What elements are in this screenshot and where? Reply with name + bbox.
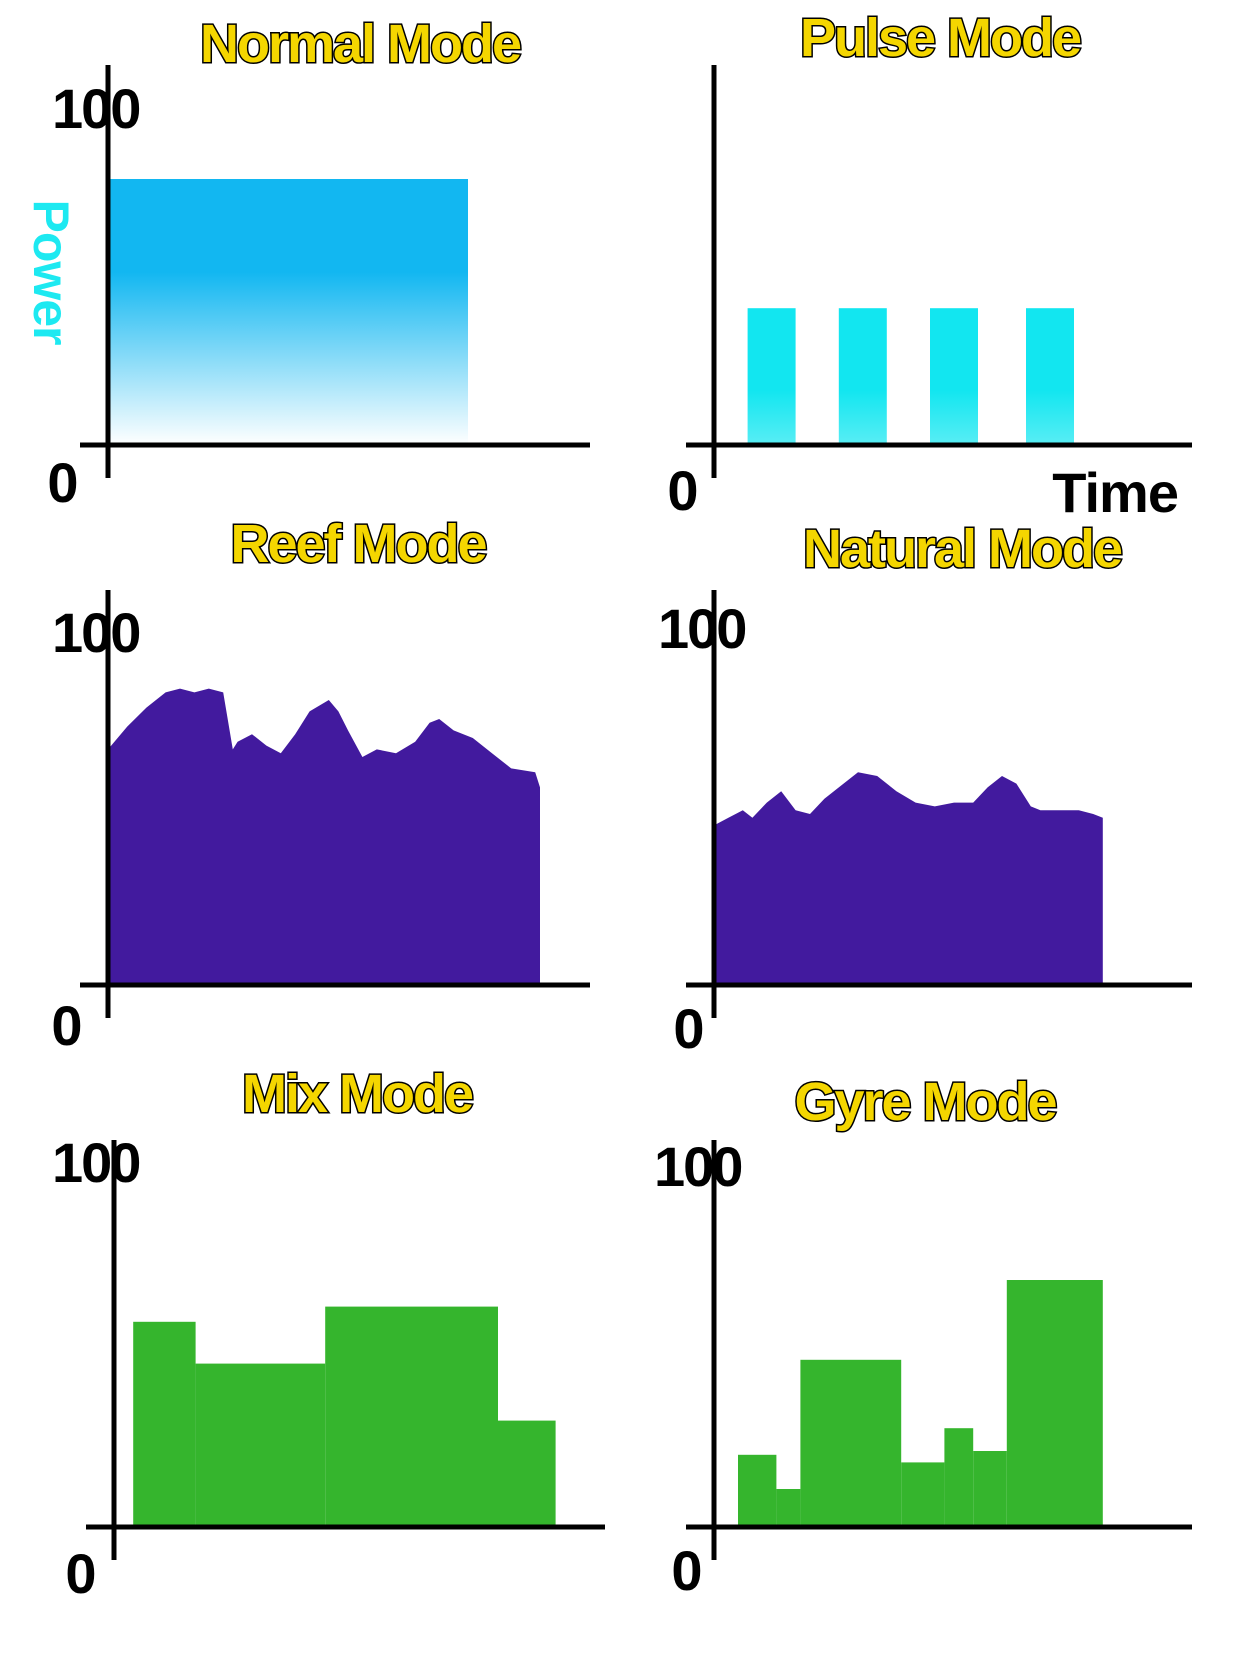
- pulse-mode-bar-3: [930, 308, 978, 445]
- mix-mode-bar-3: [325, 1306, 498, 1527]
- mix-mode-bar-4: [498, 1420, 556, 1527]
- gyre-mode-title: Gyre Mode: [794, 1072, 1056, 1132]
- gyre-mode-bar-3: [800, 1359, 902, 1527]
- pulse-mode-x-label: Time: [1052, 461, 1178, 524]
- mix-mode-chart: Mix Mode 0 100: [52, 1063, 605, 1605]
- pulse-mode-chart: Pulse Mode 0 Time: [667, 7, 1192, 524]
- pulse-mode-title: Pulse Mode: [800, 8, 1081, 68]
- pulse-mode-bar-4: [1026, 308, 1074, 445]
- reef-mode-area: [108, 688, 540, 985]
- normal-mode-tick-0: 0: [47, 451, 76, 514]
- gyre-mode-bar-1: [738, 1454, 777, 1527]
- mix-mode-bar-2: [195, 1363, 326, 1527]
- reef-mode-title: Reef Mode: [230, 514, 486, 574]
- natural-mode-title: Natural Mode: [803, 519, 1122, 579]
- gyre-mode-bar-7: [1006, 1280, 1103, 1527]
- gyre-mode-tick-0: 0: [671, 1539, 700, 1602]
- reef-mode-tick-0: 0: [51, 994, 80, 1057]
- gyre-mode-bar-5: [944, 1428, 974, 1527]
- natural-mode-chart: Natural Mode 0 100: [658, 518, 1192, 1060]
- natural-mode-tick-100: 100: [658, 597, 745, 660]
- natural-mode-area: [714, 772, 1103, 985]
- normal-mode-tick-100: 100: [52, 77, 139, 140]
- pulse-mode-tick-0: 0: [667, 459, 696, 522]
- normal-mode-title: Normal Mode: [200, 14, 521, 74]
- normal-mode-area: [108, 179, 468, 445]
- normal-mode-chart: Normal Mode 0 100 Power: [23, 13, 590, 514]
- gyre-mode-chart: Gyre Mode 0 100: [654, 1071, 1192, 1602]
- gyre-mode-tick-100: 100: [654, 1135, 741, 1198]
- gyre-mode-bar-2: [776, 1489, 801, 1527]
- mix-mode-tick-100: 100: [52, 1131, 139, 1194]
- pulse-mode-bar-1: [747, 308, 796, 445]
- gyre-mode-bar-6: [973, 1451, 1007, 1527]
- reef-mode-tick-100: 100: [52, 601, 139, 664]
- pulse-mode-bar-2: [838, 308, 887, 445]
- gyre-mode-bar-4: [901, 1462, 945, 1527]
- mix-mode-tick-0: 0: [65, 1542, 94, 1605]
- normal-mode-y-label: Power: [23, 199, 79, 345]
- mix-mode-title: Mix Mode: [242, 1064, 473, 1124]
- natural-mode-tick-0: 0: [673, 997, 702, 1060]
- mix-mode-bar-1: [133, 1321, 196, 1527]
- reef-mode-chart: Reef Mode 0 100: [51, 513, 590, 1057]
